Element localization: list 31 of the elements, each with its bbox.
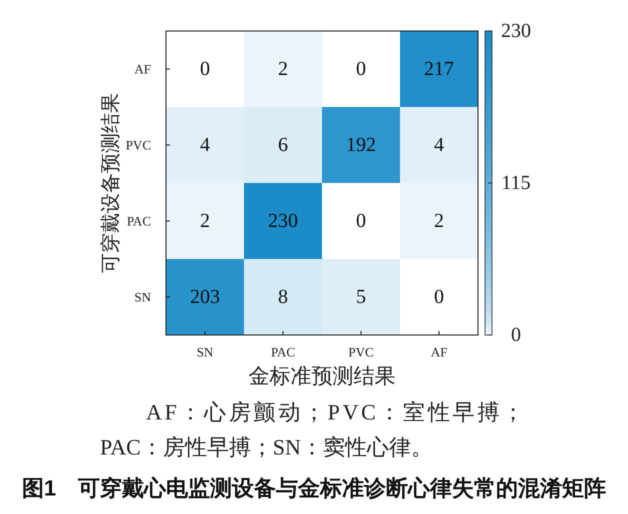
data-label: 2 bbox=[434, 210, 444, 232]
data-label: 0 bbox=[356, 210, 366, 232]
data-label: 5 bbox=[356, 286, 366, 308]
data-label: 0 bbox=[434, 286, 444, 308]
data-label: 0 bbox=[356, 58, 366, 80]
y-tick-label: PVC bbox=[126, 138, 151, 152]
x-tick-label: PAC bbox=[270, 344, 296, 360]
data-label: 203 bbox=[190, 286, 220, 308]
x-tick-label: AF bbox=[430, 344, 448, 360]
y-axis-title: 可穿戴设备预测结果 bbox=[100, 93, 122, 273]
color-bar-label: 230 bbox=[501, 20, 531, 42]
x-tick-label: SN bbox=[196, 344, 214, 360]
y-tick-label: SN bbox=[134, 290, 152, 304]
color-bar-label: 115 bbox=[501, 172, 531, 194]
data-label: 2 bbox=[278, 58, 288, 80]
color-bar-label: 0 bbox=[511, 324, 521, 346]
text: 图1 可穿戴心电监测设备与金标准诊断心律失常的混淆矩阵 bbox=[22, 476, 606, 500]
data-label: 6 bbox=[278, 134, 288, 156]
data-label: 8 bbox=[278, 286, 288, 308]
y-tick-label: PAC bbox=[126, 214, 151, 228]
data-label: 4 bbox=[200, 134, 210, 156]
y-tick-label: AF bbox=[134, 62, 151, 76]
data-label: 4 bbox=[434, 134, 444, 156]
data-label: 192 bbox=[346, 134, 376, 156]
data-label: 230 bbox=[268, 210, 298, 232]
x-tick-label: PVC bbox=[348, 344, 374, 360]
text: AF：心房颤动；PVC：室性早搏；PAC：房性早搏；SN：窦性心律。 bbox=[100, 400, 524, 460]
data-label: 2 bbox=[200, 210, 210, 232]
data-label: 0 bbox=[200, 58, 210, 80]
x-axis-title: 金标准预测结果 bbox=[248, 364, 396, 388]
data-label: 217 bbox=[424, 58, 454, 80]
